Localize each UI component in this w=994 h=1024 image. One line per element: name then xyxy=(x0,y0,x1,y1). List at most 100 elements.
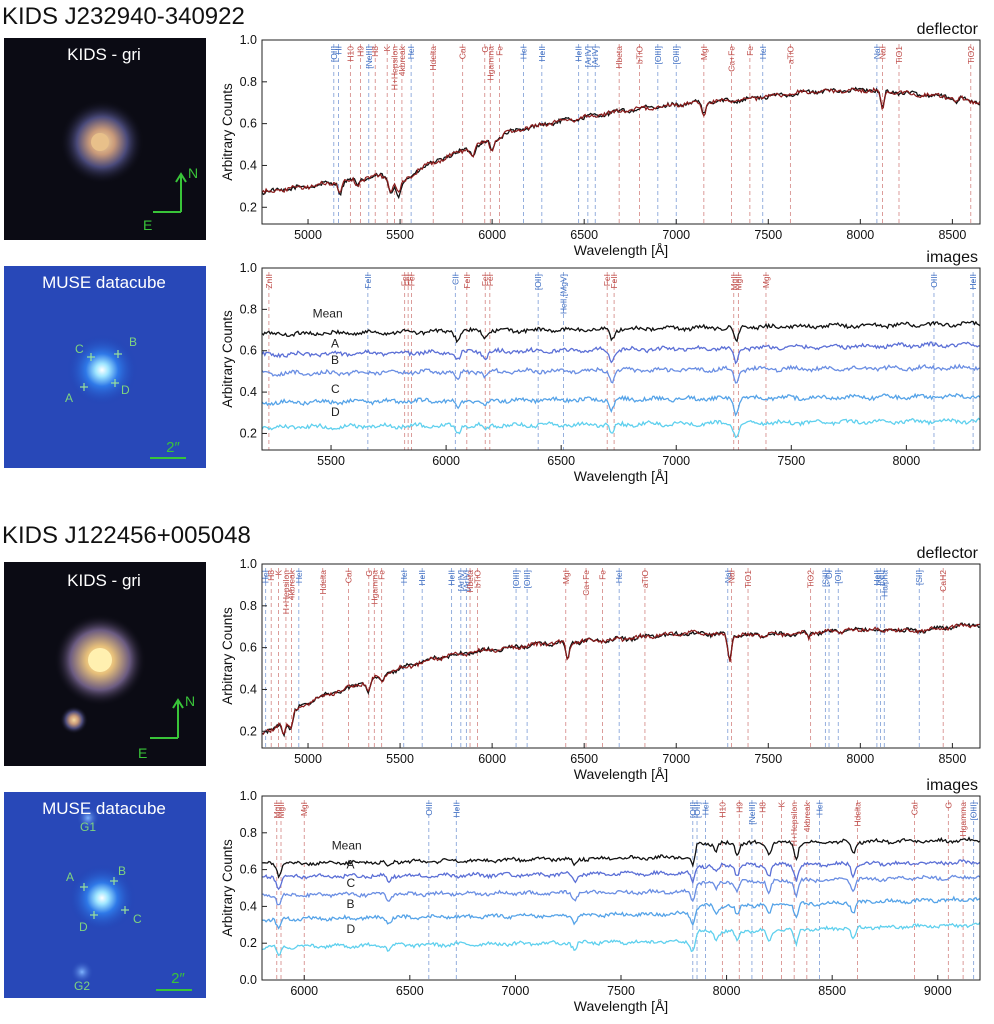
x-tick-label: 8000 xyxy=(892,454,920,468)
spectrum-series xyxy=(261,874,981,906)
x-tick-label: 8000 xyxy=(846,228,874,242)
y-tick-label: 0.6 xyxy=(240,863,257,877)
spectral-line-label: CaI xyxy=(458,46,468,59)
spectral-line-label: [OIII] xyxy=(969,802,979,820)
spectral-line-label: Ca+Fe xyxy=(726,46,736,72)
spectral-line-label: FeI xyxy=(485,274,495,286)
spectral-line-label: K xyxy=(382,46,392,52)
x-tick-label: 7500 xyxy=(607,984,635,998)
spectral-line-label: H10 xyxy=(345,46,355,62)
y-tick-label: 1.0 xyxy=(240,261,257,275)
spectral-line-label: FeI xyxy=(400,274,410,286)
series-label: C xyxy=(346,876,355,890)
spectrum-series xyxy=(261,320,981,344)
spectral-line-label: Hbeta xyxy=(465,570,475,593)
muse-marker-label: D xyxy=(121,383,130,397)
spectral-line-label: FeII xyxy=(363,274,373,289)
muse-companion-glow xyxy=(70,960,94,984)
spectral-line-label: NaI xyxy=(723,570,733,583)
plot-frame xyxy=(261,267,981,451)
spectral-line-label: K xyxy=(776,802,786,808)
spectral-line-label: HeII xyxy=(574,46,584,62)
spectral-line-label: MgII xyxy=(272,802,282,819)
x-tick-label: 6500 xyxy=(570,228,598,242)
panel-label: deflector xyxy=(917,545,979,562)
series-label: C xyxy=(331,382,340,396)
muse-marker-label: D xyxy=(79,920,88,934)
spectrum-series xyxy=(262,895,981,930)
panel-label: images xyxy=(926,249,978,266)
x-tick-label: 5000 xyxy=(294,752,322,766)
spectral-line-label: H8 xyxy=(266,570,276,581)
lens-image-marker-icons xyxy=(80,350,122,391)
spectral-line-label: [SII] xyxy=(914,570,924,585)
x-axis-label: Wavelength [Å] xyxy=(574,998,668,1014)
spectral-line-label: HeI xyxy=(406,46,416,59)
spectral-line-label: HeI xyxy=(815,802,825,815)
spectral-line-label: FeI xyxy=(403,274,413,286)
spectral-line-label: HI xyxy=(333,46,343,55)
spectral-line-label: OIII xyxy=(929,274,939,288)
x-tick-label: 7000 xyxy=(662,228,690,242)
muse-marker-label: B xyxy=(118,864,126,878)
x-tick-label: 6000 xyxy=(478,228,506,242)
spectral-line-label: bTiO xyxy=(472,570,482,588)
x-tick-label: 7000 xyxy=(502,984,530,998)
kids-image: KIDS - gri N E xyxy=(4,38,206,240)
y-tick-label: 0.6 xyxy=(240,641,257,655)
spectral-line-label: CII xyxy=(450,274,460,285)
spectral-line-label: ZnII xyxy=(264,274,274,289)
y-tick-label: 0.8 xyxy=(240,826,257,840)
x-tick-label: 6000 xyxy=(432,454,460,468)
compass-arrow-icon xyxy=(153,172,187,213)
spectral-line-label: Fe xyxy=(494,46,504,56)
compass-east: E xyxy=(143,217,152,233)
spectral-line-label: TiO2 xyxy=(806,570,816,588)
spectrum-series xyxy=(261,622,981,738)
x-tick-label: 5500 xyxy=(386,228,414,242)
y-axis-label: Arbitrary Counts xyxy=(220,83,235,181)
spectral-line-label: [ArIV] xyxy=(583,46,593,67)
spectral-line-label: [OII] xyxy=(692,802,702,818)
x-tick-label: 8500 xyxy=(938,228,966,242)
spectral-line-label: [NII] xyxy=(876,570,886,586)
spectral-line-label: G xyxy=(480,46,490,53)
spectral-line-label: H+Hepsilon xyxy=(789,802,799,846)
compass-arrow-icon xyxy=(150,698,184,739)
x-tick-label: 7500 xyxy=(777,454,805,468)
system-title: KIDS J232940-340922 xyxy=(2,3,245,30)
y-tick-label: 0.2 xyxy=(240,724,257,738)
y-tick-label: 1.0 xyxy=(240,789,257,803)
spectral-line-label: TiO1 xyxy=(743,570,753,588)
muse-image: MUSE datacube C B A D 2″ xyxy=(4,266,206,468)
spectral-line-label: Hgamma xyxy=(369,570,379,605)
spectral-line-label: HeII xyxy=(447,570,457,586)
system-title: KIDS J122456+005048 xyxy=(2,522,251,549)
compass-east: E xyxy=(138,745,147,761)
spectral-line-label: MgII xyxy=(733,274,743,291)
y-tick-label: 1.0 xyxy=(240,557,257,571)
spectral-line-label: MgI xyxy=(699,46,709,60)
series-label: A xyxy=(346,858,354,872)
series-label: D xyxy=(346,922,355,936)
spectral-line-label: HeI xyxy=(399,570,409,583)
spectral-line-label: FeII xyxy=(462,274,472,289)
y-tick-label: 0.4 xyxy=(240,158,257,172)
spectral-line-label: H+Hepsilon xyxy=(390,46,400,90)
panel-label: images xyxy=(926,777,978,794)
spectral-line-label: MgI xyxy=(299,802,309,816)
spectrum-series xyxy=(261,86,981,194)
y-tick-label: 0.8 xyxy=(240,75,257,89)
spectral-line-label: Hgamma xyxy=(958,802,968,837)
spectral-line-label: Halpha xyxy=(879,570,889,597)
y-axis-label: Arbitrary Counts xyxy=(220,310,235,408)
x-axis-label: Wavelength [Å] xyxy=(574,468,668,484)
spectrum-series xyxy=(261,86,981,200)
spectrum-series xyxy=(262,836,981,879)
spectral-line-label: HeII xyxy=(872,570,882,586)
x-tick-label: 7500 xyxy=(754,228,782,242)
spectrum-series xyxy=(261,417,981,439)
spectral-line-label: aTiO xyxy=(785,46,795,64)
